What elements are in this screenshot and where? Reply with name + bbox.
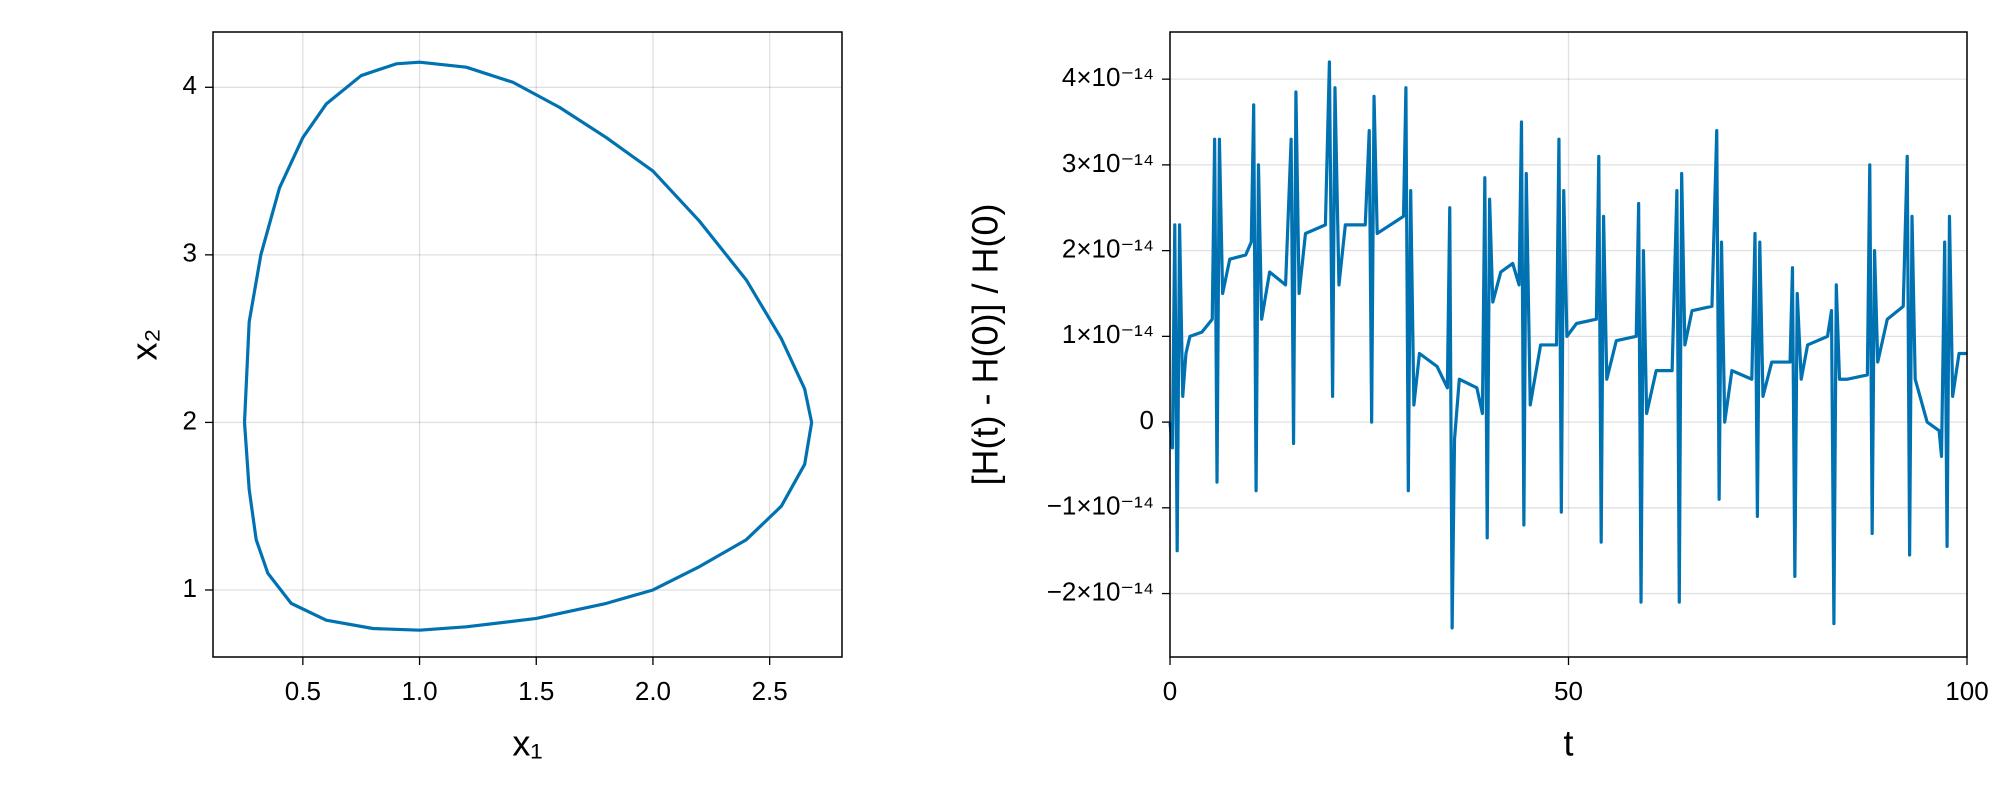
y-tick-label: 2 [183, 405, 197, 435]
x-axis-label: x₁ [512, 723, 542, 764]
data-line [1168, 60, 1967, 630]
x-tick-label: 2.0 [635, 676, 671, 706]
y-tick-label: −1×10⁻¹⁴ [1047, 491, 1154, 521]
y-tick-label: 2×10⁻¹⁴ [1062, 233, 1154, 263]
y-tick-label: 4×10⁻¹⁴ [1062, 62, 1154, 92]
y-tick-label: 3 [183, 238, 197, 268]
x-tick-label: 0 [1163, 676, 1177, 706]
y-tick-label: 1×10⁻¹⁴ [1062, 319, 1154, 349]
y-tick-label: 3×10⁻¹⁴ [1062, 148, 1154, 178]
plot-frame [1169, 31, 1968, 658]
y-tick-label: 1 [183, 573, 197, 603]
x-axis-label: t [1563, 723, 1573, 764]
y-tick-label: 0 [1140, 405, 1154, 435]
y-tick-label: −2×10⁻¹⁴ [1047, 576, 1154, 606]
x-tick-label: 50 [1554, 676, 1583, 706]
data-line [242, 60, 814, 632]
plot-frame [212, 31, 843, 658]
y-axis-label: [H(t) - H(0)] / H(0) [965, 204, 1006, 486]
x-tick-label: 0.5 [285, 676, 321, 706]
x-tick-label: 2.5 [752, 676, 788, 706]
x-tick-label: 100 [1945, 676, 1988, 706]
y-axis-label: x₂ [124, 329, 165, 361]
x-tick-label: 1.0 [401, 676, 437, 706]
y-tick-label: 4 [183, 70, 197, 100]
x-tick-label: 1.5 [518, 676, 554, 706]
